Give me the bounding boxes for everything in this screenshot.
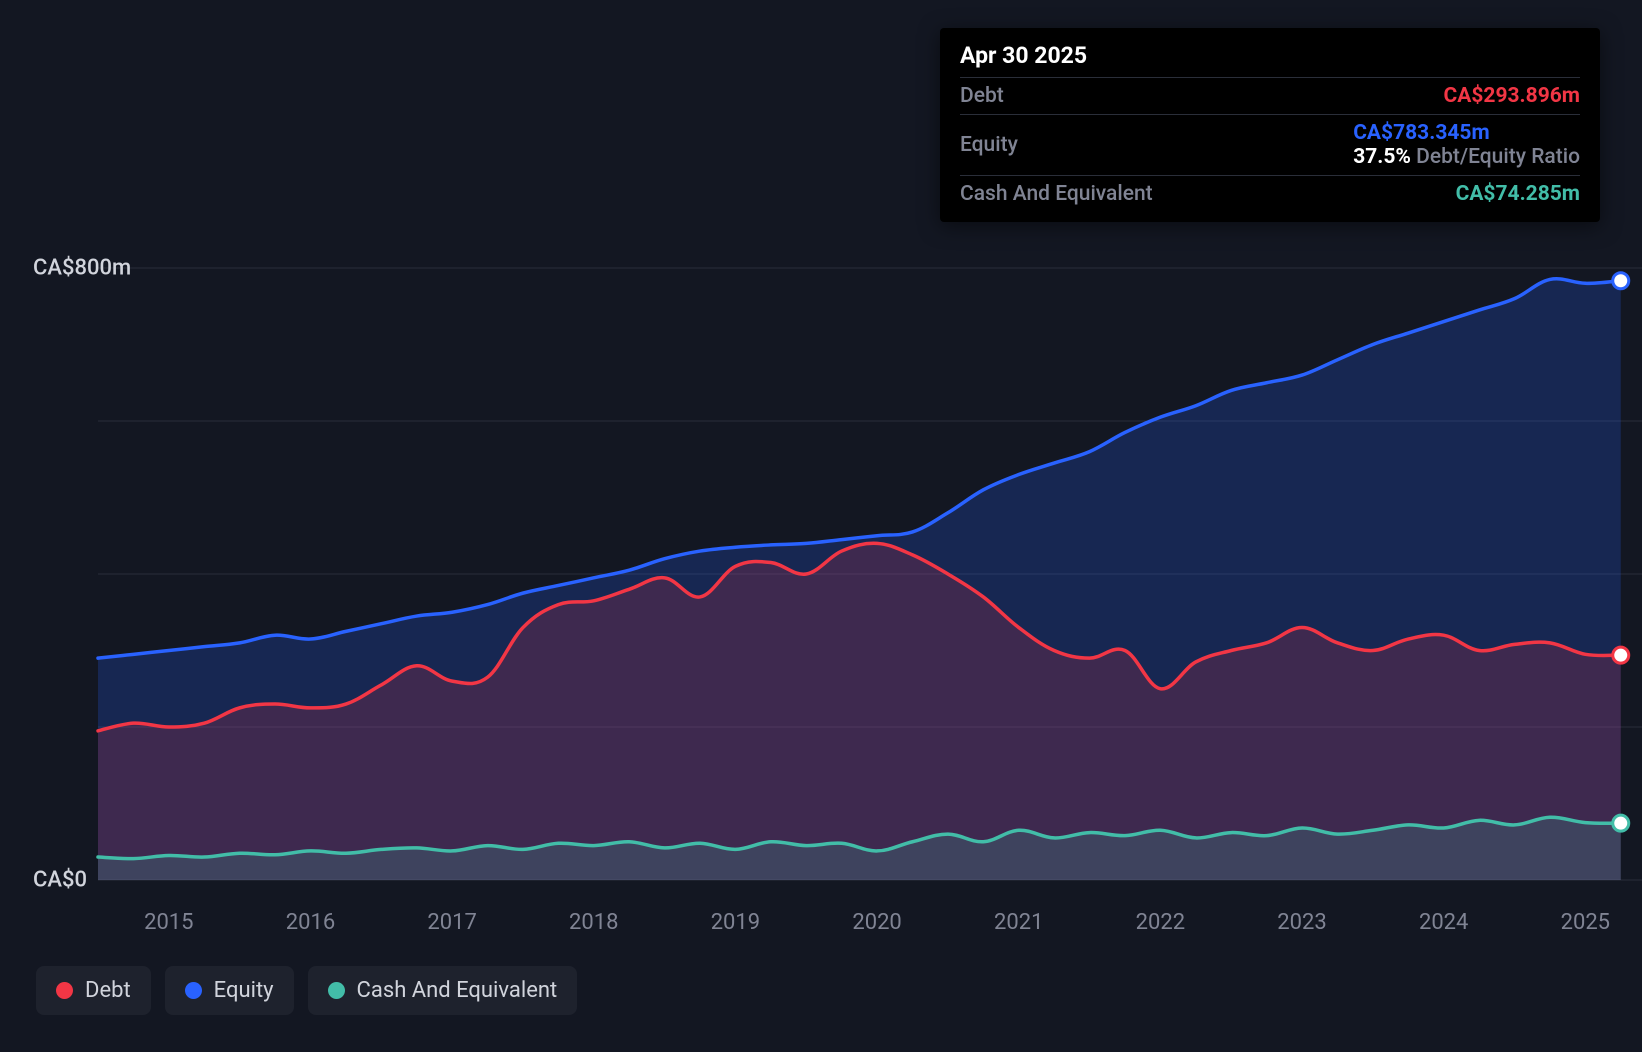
chart-legend: Debt Equity Cash And Equivalent — [36, 966, 577, 1015]
legend-item-debt[interactable]: Debt — [36, 966, 151, 1015]
x-axis-label: 2018 — [569, 910, 618, 935]
tooltip-row: Equity CA$783.345m37.5% Debt/Equity Ratio — [960, 114, 1580, 175]
tooltip-row-ratio: 37.5% Debt/Equity Ratio — [1353, 145, 1580, 169]
chart-tooltip: Apr 30 2025 Debt CA$293.896m Equity CA$783.… — [940, 28, 1600, 222]
legend-item-label: Cash And Equivalent — [357, 978, 558, 1003]
legend-item-equity[interactable]: Equity — [165, 966, 294, 1015]
tooltip-row-value: CA$783.345m — [1353, 121, 1580, 145]
financials-chart: CA$0 CA$800m 2015 2016 2017 2018 2019 2020 2021… — [0, 0, 1642, 1052]
legend-item-cash[interactable]: Cash And Equivalent — [308, 966, 578, 1015]
x-axis-label: 2021 — [994, 910, 1043, 935]
tooltip-row: Debt CA$293.896m — [960, 77, 1580, 114]
tooltip-row-value: CA$74.285m — [1456, 182, 1580, 206]
x-axis-label: 2022 — [1136, 910, 1185, 935]
y-axis-label: CA$0 — [33, 868, 87, 893]
equity-legend-dot-icon — [185, 982, 202, 999]
y-axis-label: CA$800m — [33, 256, 131, 281]
x-axis-label: 2019 — [711, 910, 760, 935]
legend-item-label: Equity — [214, 978, 274, 1003]
debt-legend-dot-icon — [56, 982, 73, 999]
x-axis-label: 2023 — [1277, 910, 1326, 935]
x-axis-label: 2020 — [852, 910, 901, 935]
x-axis-label: 2015 — [144, 910, 193, 935]
x-axis-label: 2025 — [1561, 910, 1610, 935]
tooltip-row-label: Debt — [960, 84, 1004, 108]
tooltip-row-label: Cash And Equivalent — [960, 182, 1153, 206]
tooltip-row-value: CA$293.896m — [1444, 84, 1580, 108]
tooltip-row: Cash And Equivalent CA$74.285m — [960, 175, 1580, 212]
tooltip-date: Apr 30 2025 — [960, 42, 1580, 77]
legend-item-label: Debt — [85, 978, 131, 1003]
x-axis-label: 2016 — [286, 910, 335, 935]
cash-legend-dot-icon — [328, 982, 345, 999]
tooltip-row-label: Equity — [960, 133, 1018, 157]
x-axis-label: 2024 — [1419, 910, 1468, 935]
x-axis-label: 2017 — [427, 910, 476, 935]
